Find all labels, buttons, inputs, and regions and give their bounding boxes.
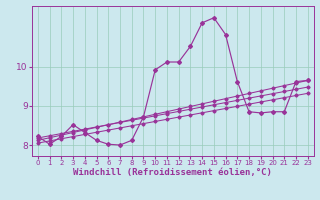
X-axis label: Windchill (Refroidissement éolien,°C): Windchill (Refroidissement éolien,°C)	[73, 168, 272, 177]
